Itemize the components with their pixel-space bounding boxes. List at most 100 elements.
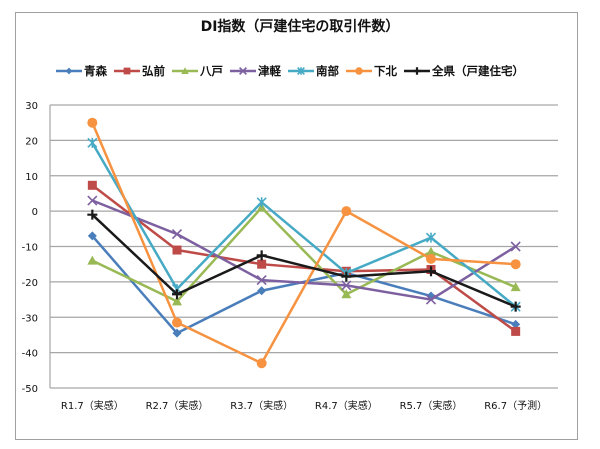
circle-marker (341, 206, 352, 217)
diamond-marker (172, 328, 182, 338)
x-tick-label: R5.7（実感） (400, 399, 463, 412)
series-line-4 (91, 142, 517, 308)
legend-label: 八戸 (200, 64, 223, 78)
asterisk-icon (256, 197, 267, 208)
x-marker (87, 195, 98, 206)
legend-item: 津軽 (230, 63, 281, 79)
diamond-icon (257, 286, 267, 296)
circle-marker (426, 253, 436, 264)
diamond-marker (65, 67, 73, 75)
chart-title: DI指数（戸建住宅の取引件数） (200, 19, 400, 35)
plus-marker (256, 250, 267, 261)
y-tick-label: -40 (22, 349, 38, 360)
x-icon (256, 275, 267, 286)
series-line-3 (91, 199, 517, 301)
asterisk-icon (297, 67, 305, 75)
y-tick-label: 20 (25, 136, 38, 147)
plus-icon (172, 289, 182, 300)
triangle-marker (510, 282, 521, 292)
triangle-icon (87, 255, 98, 265)
star-marker (425, 232, 437, 243)
square-marker (123, 67, 131, 75)
x-icon (171, 229, 183, 240)
circle-marker (510, 259, 521, 270)
triangle-marker (87, 255, 98, 265)
circle-icon (426, 253, 436, 264)
diamond-marker (511, 319, 521, 329)
diamond-icon (511, 319, 521, 329)
plus-marker (510, 301, 521, 312)
square-icon (511, 326, 521, 336)
y-tick-label: -20 (22, 278, 38, 289)
diamond-marker (257, 286, 267, 296)
circle-marker (256, 358, 267, 369)
circle-icon (341, 206, 352, 217)
x-marker (171, 229, 183, 240)
legend-swatch (404, 67, 430, 75)
legend-label: 南部 (316, 64, 339, 78)
y-tick-label: -50 (22, 384, 38, 395)
triangle-icon (426, 246, 436, 256)
plus-icon (256, 250, 267, 261)
y-tick-label: 10 (25, 172, 38, 183)
x-tick-label: R2.7（実感） (146, 399, 209, 412)
circle-icon (87, 117, 98, 128)
triangle-icon (341, 289, 352, 299)
series-line-1 (91, 184, 517, 333)
x-icon (239, 67, 247, 75)
diamond-icon (87, 231, 97, 241)
circle-icon (172, 317, 182, 328)
circle-marker (87, 117, 98, 128)
legend-item: 八戸 (172, 63, 223, 79)
triangle-icon (510, 282, 521, 292)
square-marker (172, 245, 182, 255)
square-marker (87, 180, 97, 190)
legend-label: 弘前 (142, 64, 165, 78)
plus-marker (426, 266, 436, 277)
legend-swatch (346, 67, 372, 75)
x-marker (239, 67, 247, 75)
plus-icon (510, 301, 521, 312)
legend-item: 青森 (56, 63, 107, 79)
square-icon (172, 245, 182, 255)
y-tick-label: -10 (22, 243, 38, 254)
x-icon (341, 280, 352, 291)
plus-icon (426, 266, 436, 277)
triangle-icon (172, 296, 182, 306)
plus-marker (341, 271, 352, 282)
plus-icon (341, 271, 352, 282)
series-line-2 (91, 206, 517, 303)
star-marker (256, 197, 267, 208)
legend-swatch (56, 67, 82, 75)
legend-swatch (288, 67, 314, 75)
square-marker (511, 326, 521, 336)
legend: 青森 弘前 八戸 津軽 南部 下北 全県（戸建住宅） (56, 63, 524, 79)
x-tick-label: R1.7（実感） (61, 399, 124, 412)
y-tick-label: 30 (25, 101, 38, 112)
x-icon (510, 241, 521, 252)
legend-label: 下北 (374, 64, 397, 78)
chart-frame (15, 12, 578, 440)
plus-icon (413, 67, 421, 75)
triangle-marker (426, 246, 436, 256)
diamond-marker (87, 231, 97, 241)
circle-icon (256, 358, 267, 369)
legend-swatch (230, 67, 256, 75)
x-tick-label: R6.7（予測） (484, 399, 547, 412)
square-icon (123, 67, 131, 75)
circle-icon (510, 259, 521, 270)
x-tick-label: R3.7（実感） (230, 399, 293, 412)
x-icon (425, 294, 437, 305)
legend-item: 南部 (288, 63, 339, 79)
triangle-marker (181, 67, 189, 74)
y-tick-label: -30 (22, 313, 38, 324)
legend-swatch (114, 67, 140, 75)
x-marker (510, 241, 521, 252)
star-marker (297, 67, 305, 75)
plus-marker (413, 67, 421, 75)
y-tick-label: 0 (32, 207, 38, 218)
x-tick-label: R4.7（実感） (315, 399, 378, 412)
legend-swatch (172, 67, 198, 74)
legend-label: 津軽 (258, 64, 281, 78)
